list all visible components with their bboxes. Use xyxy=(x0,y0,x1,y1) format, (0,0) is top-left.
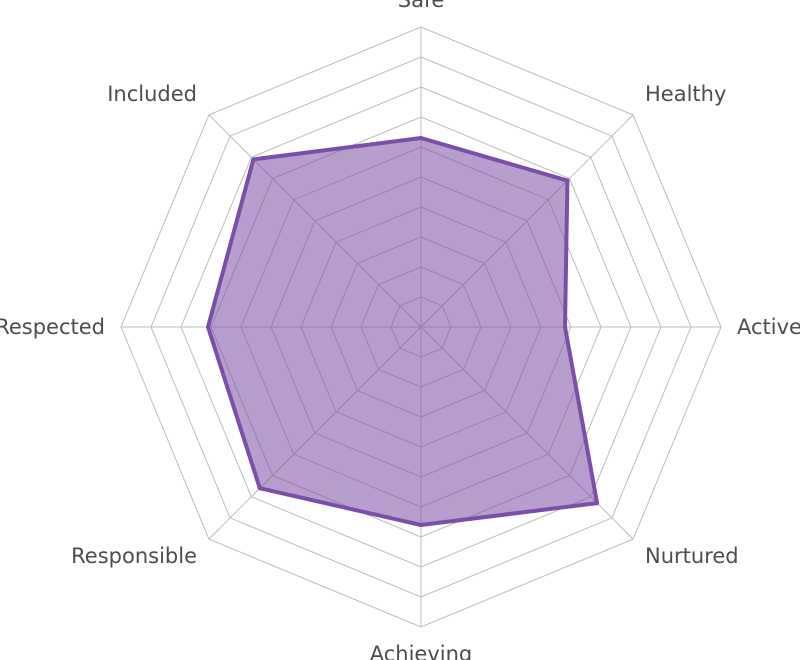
axis-label-included: Included xyxy=(107,82,197,106)
data-point-respected xyxy=(206,325,210,329)
axis-label-active: Active xyxy=(737,315,800,339)
radar-series xyxy=(206,136,600,527)
data-point-included xyxy=(251,157,256,162)
axis-label-nurtured: Nurtured xyxy=(645,544,739,568)
data-point-healthy xyxy=(565,178,570,183)
axis-label-respected: Respected xyxy=(0,315,105,339)
axis-label-achieving: Achieving xyxy=(370,642,473,660)
series-area-0 xyxy=(206,136,600,527)
data-point-active xyxy=(563,325,567,329)
axis-label-safe: Safe xyxy=(398,0,445,12)
data-point-achieving xyxy=(419,523,423,527)
data-point-responsible xyxy=(257,486,262,491)
axis-label-healthy: Healthy xyxy=(645,82,726,106)
axis-label-responsible: Responsible xyxy=(71,544,197,568)
data-point-nurtured xyxy=(595,501,600,506)
data-point-safe xyxy=(419,136,423,140)
